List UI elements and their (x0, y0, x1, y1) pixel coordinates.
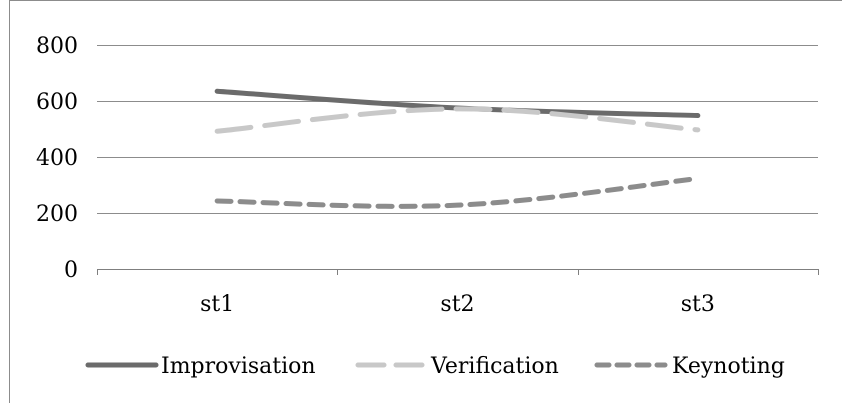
y-tick-label: 200 (36, 202, 78, 227)
x-axis-ticks: st1 st2 st3 (200, 292, 715, 317)
x-tick-label: st1 (200, 292, 234, 317)
y-tick-label: 0 (64, 258, 78, 283)
gridlines (97, 45, 819, 275)
x-tick-label: st2 (440, 292, 474, 317)
y-axis-ticks: 0 200 400 600 800 (36, 34, 78, 283)
series-line-verification (214, 106, 701, 134)
y-tick-label: 400 (36, 146, 78, 171)
y-tick-label: 600 (36, 90, 78, 115)
legend-label-verification: Verification (430, 354, 559, 379)
legend-label-improvisation: Improvisation (161, 354, 316, 379)
legend: Improvisation Verification Keynoting (85, 354, 785, 379)
series-line-improvisation (214, 88, 701, 119)
y-tick-label: 800 (36, 34, 78, 59)
x-tick-label: st3 (681, 292, 715, 317)
series-line-keynoting (214, 176, 701, 209)
legend-label-keynoting: Keynoting (672, 354, 785, 379)
series-lines (214, 88, 701, 209)
